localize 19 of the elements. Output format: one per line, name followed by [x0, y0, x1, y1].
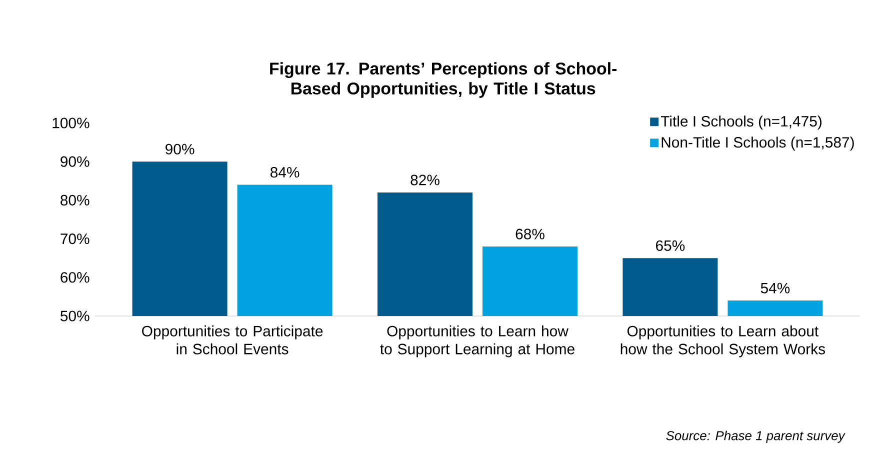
y-tick-label: 80% [60, 194, 90, 206]
legend-label: Title I Schools (n=1,475) [660, 116, 822, 130]
x-tick-label: Opportunities to Participate in School Events [142, 325, 323, 354]
y-tick-label: 60% [60, 272, 90, 283]
source-note: Source: Phase 1 parent survey [666, 430, 846, 443]
data-label: 54% [760, 282, 790, 294]
y-tick-label: 90% [60, 156, 90, 167]
chart-title: Figure 17. Parents’ Perceptions of School-Based Opportunities, by Title I Status [270, 62, 617, 98]
data-label: 90% [166, 144, 194, 154]
x-tick-label: Opportunities to Learn how to Support Learning at Home [380, 325, 574, 358]
y-tick-label: 100% [52, 118, 90, 128]
data-label: 84% [270, 166, 300, 178]
data-label: 68% [516, 228, 544, 240]
legend-label: Non-Title I Schools (n=1,587) [662, 136, 854, 151]
x-tick-label: Opportunities to Learn about how the School System Works [620, 325, 825, 358]
y-tick-label: 70% [60, 234, 90, 244]
y-tick-label: 50% [60, 310, 90, 322]
data-label: 65% [656, 240, 685, 251]
data-label: 82% [410, 174, 440, 186]
